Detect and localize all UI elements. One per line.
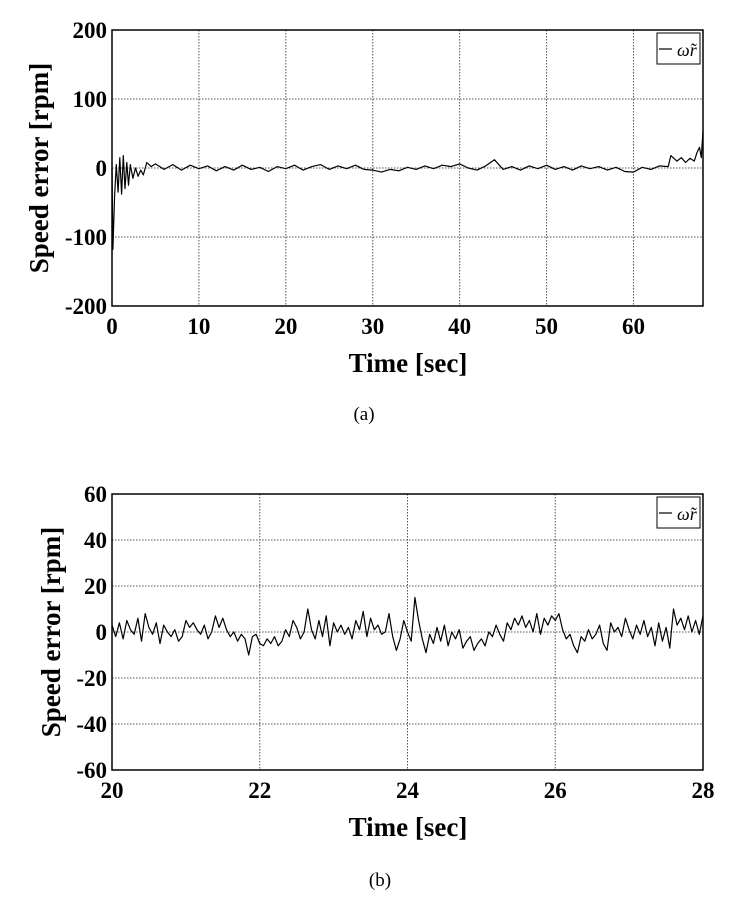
chart-b-legend-label: ω̃r — [677, 504, 698, 524]
chart-a-series-line — [111, 130, 704, 250]
chart-a-ytick-label: 100 — [73, 87, 108, 112]
chart-a-ylabel: Speed error [rpm] — [24, 63, 54, 273]
chart-b-xtick-label: 28 — [692, 778, 715, 803]
chart-a-ytick-label: 0 — [96, 156, 108, 181]
chart-b-ytick-label: 20 — [84, 574, 107, 599]
chart-a-ytick-label: 200 — [73, 18, 108, 43]
chart-a-xtick-label: 10 — [187, 314, 210, 339]
chart-b-ylabel: Speed error [rpm] — [36, 527, 66, 737]
chart-b-xtick-label: 26 — [544, 778, 567, 803]
chart-a-caption: (a) — [353, 404, 374, 425]
chart-a-xtick-label: 0 — [106, 314, 118, 339]
chart-b-caption: (b) — [369, 870, 391, 891]
chart-b-ytick-label: 0 — [96, 620, 108, 645]
chart-a-xtick-label: 40 — [448, 314, 471, 339]
chart-b-ytick-label: -60 — [76, 758, 107, 783]
chart-b-xtick-label: 20 — [101, 778, 124, 803]
chart-a: Speed error [rpm] Time [sec] (a) 0 10 20 30… — [24, 18, 704, 425]
chart-a-xtick-label: 20 — [274, 314, 297, 339]
chart-b-ytick-label: -20 — [76, 666, 107, 691]
chart-a-ytick-label: -200 — [65, 294, 107, 319]
chart-a-xlabel: Time [sec] — [349, 348, 468, 378]
chart-b-xlabel: Time [sec] — [349, 812, 468, 842]
chart-b-ytick-label: 40 — [84, 528, 107, 553]
chart-b-ytick-label: 60 — [84, 482, 107, 507]
chart-a-plot-frame — [111, 29, 704, 307]
chart-a-xtick-label: 30 — [361, 314, 384, 339]
chart-b-xtick-label: 22 — [248, 778, 271, 803]
chart-b-plot-frame — [111, 493, 704, 771]
chart-b-ytick-label: -40 — [76, 712, 107, 737]
chart-b-series-line — [111, 596, 704, 656]
chart-a-legend-label: ω̃r — [677, 40, 698, 60]
chart-a-xtick-label: 50 — [535, 314, 558, 339]
chart-a-xtick-label: 60 — [622, 314, 645, 339]
chart-b-xtick-label: 24 — [396, 778, 420, 803]
chart-a-ytick-label: -100 — [65, 225, 107, 250]
chart-b: Speed error [rpm] Time [sec] (b) 20 22 24 2… — [36, 482, 715, 891]
